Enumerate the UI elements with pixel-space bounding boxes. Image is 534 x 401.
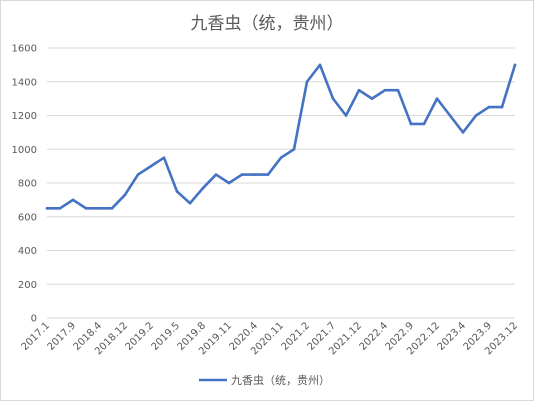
y-tick-label: 200 xyxy=(18,280,37,291)
gridlines xyxy=(47,47,515,319)
y-tick-label: 1000 xyxy=(12,145,37,156)
data-point xyxy=(97,207,101,210)
data-point xyxy=(422,122,426,126)
data-point xyxy=(461,131,465,134)
data-point xyxy=(279,156,283,159)
data-point xyxy=(123,193,127,197)
data-point xyxy=(305,80,309,84)
data-point xyxy=(396,88,400,92)
data-point xyxy=(513,63,517,67)
data-point xyxy=(188,201,192,205)
y-tick-label: 400 xyxy=(18,246,37,257)
legend: 九香虫（统，贵州） xyxy=(199,374,330,387)
data-point xyxy=(266,173,270,176)
data-point xyxy=(149,164,153,168)
data-point xyxy=(58,207,62,210)
data-point xyxy=(292,147,296,151)
data-point xyxy=(500,105,504,109)
data-point xyxy=(318,63,322,67)
y-tick-label: 1200 xyxy=(12,111,37,122)
data-point xyxy=(136,173,140,176)
legend-label: 九香虫（统，贵州） xyxy=(231,374,330,387)
data-point xyxy=(370,97,374,100)
y-axis-ticks: 0 200 400 600 800 1000 1200 1400 1600 xyxy=(12,44,37,325)
data-point xyxy=(71,198,75,202)
data-point xyxy=(409,122,413,126)
y-tick-label: 1400 xyxy=(12,77,37,88)
data-point xyxy=(84,207,88,210)
data-point xyxy=(162,156,166,159)
data-point xyxy=(175,190,179,193)
y-tick-label: 800 xyxy=(18,179,37,190)
data-point xyxy=(253,173,257,176)
y-tick-label: 1600 xyxy=(12,44,37,55)
data-point xyxy=(448,114,452,117)
x-axis-ticks: 2017.12017.92018.42018.122019.22019.5201… xyxy=(20,320,521,357)
data-point xyxy=(474,114,478,117)
data-point xyxy=(357,88,361,92)
y-tick-label: 0 xyxy=(31,314,37,325)
data-point xyxy=(487,105,491,109)
series-line xyxy=(45,63,517,210)
data-point xyxy=(214,173,218,176)
data-point xyxy=(383,88,387,92)
series-group xyxy=(45,63,517,210)
data-point xyxy=(201,186,205,190)
data-point xyxy=(227,181,231,185)
chart-title: 九香虫（统，贵州） xyxy=(190,14,344,34)
data-point xyxy=(331,97,335,100)
data-point xyxy=(110,207,114,210)
data-point xyxy=(240,173,244,176)
y-tick-label: 600 xyxy=(18,212,37,223)
data-point xyxy=(45,207,49,210)
data-point xyxy=(344,114,348,117)
data-point xyxy=(435,97,439,100)
